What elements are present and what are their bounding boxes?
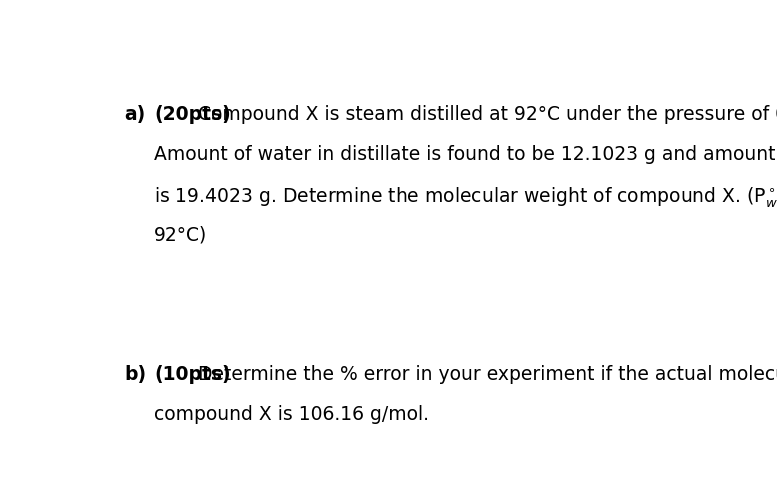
Text: is 19.4023 g. Determine the molecular weight of compound X. (P$^\circ_w$=0.746 a: is 19.4023 g. Determine the molecular we…: [155, 186, 777, 210]
Text: (10pts): (10pts): [155, 365, 231, 384]
Text: compound X is 106.16 g/mol.: compound X is 106.16 g/mol.: [155, 405, 430, 424]
Text: 92°C): 92°C): [155, 226, 207, 245]
Text: a): a): [124, 105, 145, 124]
Text: Compound X is steam distilled at 92°C under the pressure of 0.977 atm.: Compound X is steam distilled at 92°C un…: [198, 105, 777, 124]
Text: Determine the % error in your experiment if the actual molecular weight of the: Determine the % error in your experiment…: [198, 365, 777, 384]
Text: (20pts): (20pts): [155, 105, 231, 124]
Text: Amount of water in distillate is found to be 12.1023 g and amount of the compoun: Amount of water in distillate is found t…: [155, 145, 777, 165]
Text: b): b): [124, 365, 146, 384]
